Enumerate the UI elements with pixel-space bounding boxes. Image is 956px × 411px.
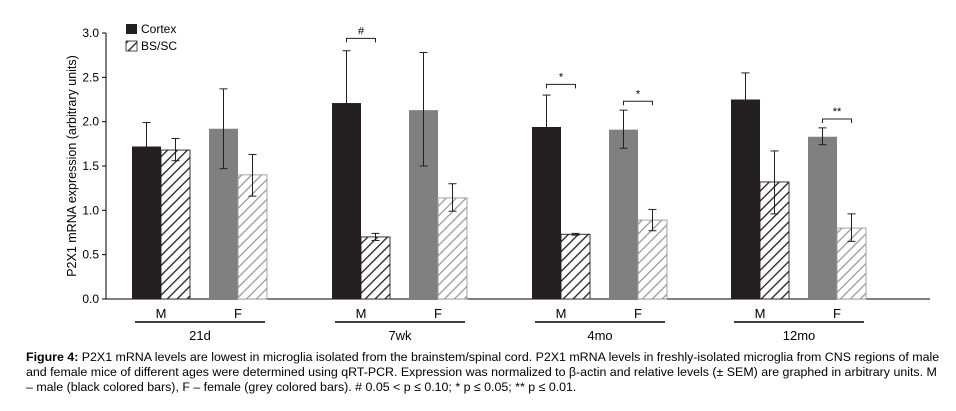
y-tick-label: 0.5 (82, 248, 99, 262)
category-labels: M F 21d M F 7wk M F 4mo M F 12mo (135, 306, 864, 343)
significance-bracket (623, 100, 653, 106)
y-tick-label: 1.5 (82, 159, 99, 173)
y-tick-label: 3.0 (82, 26, 99, 40)
bar-bssc (160, 149, 191, 300)
significance-mark: * (636, 88, 641, 100)
sex-label: F (434, 306, 442, 321)
legend: Cortex BS/SC (125, 22, 177, 53)
sex-label: M (156, 306, 167, 321)
bar-bssc (560, 233, 591, 300)
group-label: 4mo (587, 328, 612, 343)
significance-bracket (822, 118, 852, 124)
significance-mark: ** (833, 106, 842, 118)
bar-cortex (808, 136, 837, 299)
sex-label: M (556, 306, 567, 321)
bar-cortex (609, 129, 638, 299)
legend-swatch-cortex (126, 24, 137, 34)
bar-bssc (637, 219, 668, 300)
group-label: 12mo (783, 328, 816, 343)
group-label: 7wk (388, 328, 412, 343)
significance-bracket (546, 83, 576, 89)
sex-label: F (833, 306, 841, 321)
legend-swatch-bssc (125, 40, 138, 52)
bars: #**** (132, 25, 867, 300)
bar-bssc (437, 197, 468, 300)
y-tick-label: 2.5 (82, 70, 99, 84)
figure-caption: Figure 4: P2X1 mRNA levels are lowest in… (26, 350, 946, 395)
bar-bssc (360, 236, 391, 300)
legend-label-bssc: BS/SC (141, 39, 177, 53)
bar-cortex (132, 146, 161, 299)
y-tick-label: 2.0 (82, 115, 99, 129)
caption-text: P2X1 mRNA levels are lowest in microglia… (26, 350, 940, 394)
bar-cortex (731, 99, 760, 299)
sex-label: F (634, 306, 642, 321)
figure-label: Figure 4: (26, 350, 79, 364)
y-tick-label: 1.0 (82, 203, 99, 217)
group-label: 21d (189, 328, 211, 343)
sex-label: M (755, 306, 766, 321)
significance-bracket (346, 37, 376, 43)
sex-label: M (356, 306, 367, 321)
significance-mark: # (358, 25, 365, 37)
y-axis-label: P2X1 mRNA expression (arbitrary units) (65, 55, 79, 277)
sex-label: F (234, 306, 242, 321)
legend-label-cortex: Cortex (141, 22, 176, 36)
significance-mark: * (559, 71, 564, 83)
p2x1-bar-chart: P2X1 mRNA expression (arbitrary units) C… (65, 22, 930, 343)
y-tick-label: 0.0 (82, 292, 99, 306)
